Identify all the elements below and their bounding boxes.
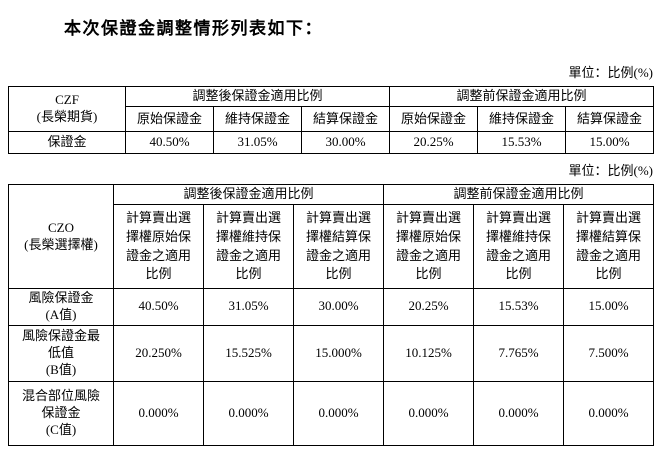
row-label: 保證金	[8, 131, 126, 154]
table-row: 原始保證金 維持保證金 結算保證金 原始保證金 維持保證金 結算保證金	[9, 106, 655, 132]
value-cell: 15.53%	[473, 288, 565, 326]
value-cell: 20.250%	[113, 324, 204, 382]
value-cell: 15.525%	[203, 324, 294, 382]
group-header-after: 調整後保證金適用比例	[124, 86, 391, 107]
value-cell: 15.000%	[292, 324, 385, 382]
unit-label-czo: 單位：比例(%)	[568, 163, 654, 178]
group-header-before: 調整前保證金適用比例	[383, 184, 655, 205]
czf-margin-table: CZF (長榮期貨) 調整後保證金適用比例 調整前保證金適用比例 原始保證金 維…	[8, 86, 655, 154]
czo-margin-table: CZO (長榮選擇權) 調整後保證金適用比例 調整前保證金適用比例 計算賣出選擇…	[8, 184, 655, 446]
value-cell: 0.000%	[203, 380, 294, 446]
sub-header-cell: 原始保證金	[125, 106, 214, 132]
sub-header-cell: 計算賣出選擇權結算保證金之適用比例	[563, 204, 655, 289]
sub-header-cell: 計算賣出選擇權維持保證金之適用比例	[473, 204, 565, 289]
sub-header-text: 計算賣出選擇權維持保證金之適用比例	[215, 209, 281, 282]
row-label: 風險保證金 (A值)	[8, 288, 114, 326]
sub-header-cell: 計算賣出選擇權原始保證金之適用比例	[383, 204, 475, 289]
table-row: CZF (長榮期貨) 調整後保證金適用比例 調整前保證金適用比例	[8, 86, 655, 132]
sub-header-cell: 維持保證金	[477, 106, 567, 132]
sub-header-cell: 計算賣出選擇權結算保證金之適用比例	[292, 204, 385, 289]
sub-header-cell: 結算保證金	[300, 106, 391, 132]
value-cell: 40.50%	[125, 131, 214, 154]
corner-cell-czf: CZF (長榮期貨)	[8, 86, 126, 132]
table-row: 風險保證金 (A值) 40.50% 31.05% 30.00% 20.25% 1…	[8, 288, 655, 326]
value-cell: 0.000%	[113, 380, 204, 446]
sub-header-cell: 原始保證金	[389, 106, 479, 132]
table-row: 風險保證金最 低值 (B值) 20.250% 15.525% 15.000% 1…	[8, 324, 655, 382]
group-header-before: 調整前保證金適用比例	[389, 86, 655, 107]
value-cell: 30.00%	[292, 288, 385, 326]
sub-header-cell: 結算保證金	[565, 106, 655, 132]
value-cell: 15.00%	[563, 288, 655, 326]
sub-header-text: 計算賣出選擇權結算保證金之適用比例	[305, 209, 371, 282]
page-title: 本次保證金調整情形列表如下：	[64, 19, 323, 38]
value-cell: 15.53%	[477, 131, 567, 154]
value-cell: 20.25%	[383, 288, 475, 326]
value-cell: 31.05%	[213, 131, 302, 154]
table-row: 保證金 40.50% 31.05% 30.00% 20.25% 15.53% 1…	[8, 131, 655, 154]
sub-header-cell: 計算賣出選擇權維持保證金之適用比例	[203, 204, 294, 289]
sub-header-text: 計算賣出選擇權維持保證金之適用比例	[486, 209, 552, 282]
table-row: CZO (長榮選擇權) 調整後保證金適用比例 調整前保證金適用比例	[8, 184, 655, 289]
unit-label-czf: 單位：比例(%)	[568, 65, 654, 80]
row-label: 混合部位風險 保證金 (C值)	[8, 380, 114, 446]
table-row: 混合部位風險 保證金 (C值) 0.000% 0.000% 0.000% 0.0…	[8, 380, 655, 446]
value-cell: 15.00%	[565, 131, 655, 154]
value-cell: 7.765%	[473, 324, 565, 382]
sub-header-text: 計算賣出選擇權結算保證金之適用比例	[576, 209, 642, 282]
value-cell: 0.000%	[383, 380, 475, 446]
value-cell: 0.000%	[473, 380, 565, 446]
value-cell: 10.125%	[383, 324, 475, 382]
table-row: 計算賣出選擇權原始保證金之適用比例 計算賣出選擇權維持保證金之適用比例 計算賣出…	[9, 204, 655, 289]
sub-header-cell: 計算賣出選擇權原始保證金之適用比例	[113, 204, 204, 289]
sub-header-cell: 維持保證金	[213, 106, 302, 132]
value-cell: 0.000%	[292, 380, 385, 446]
value-cell: 20.25%	[389, 131, 479, 154]
row-label: 風險保證金最 低值 (B值)	[8, 324, 114, 382]
value-cell: 0.000%	[563, 380, 655, 446]
group-header-after: 調整後保證金適用比例	[112, 184, 385, 205]
value-cell: 7.500%	[563, 324, 655, 382]
sub-header-text: 計算賣出選擇權原始保證金之適用比例	[125, 209, 191, 282]
value-cell: 30.00%	[300, 131, 391, 154]
value-cell: 31.05%	[203, 288, 294, 326]
value-cell: 40.50%	[113, 288, 204, 326]
corner-cell-czo: CZO (長榮選擇權)	[8, 184, 114, 289]
sub-header-text: 計算賣出選擇權原始保證金之適用比例	[396, 209, 462, 282]
